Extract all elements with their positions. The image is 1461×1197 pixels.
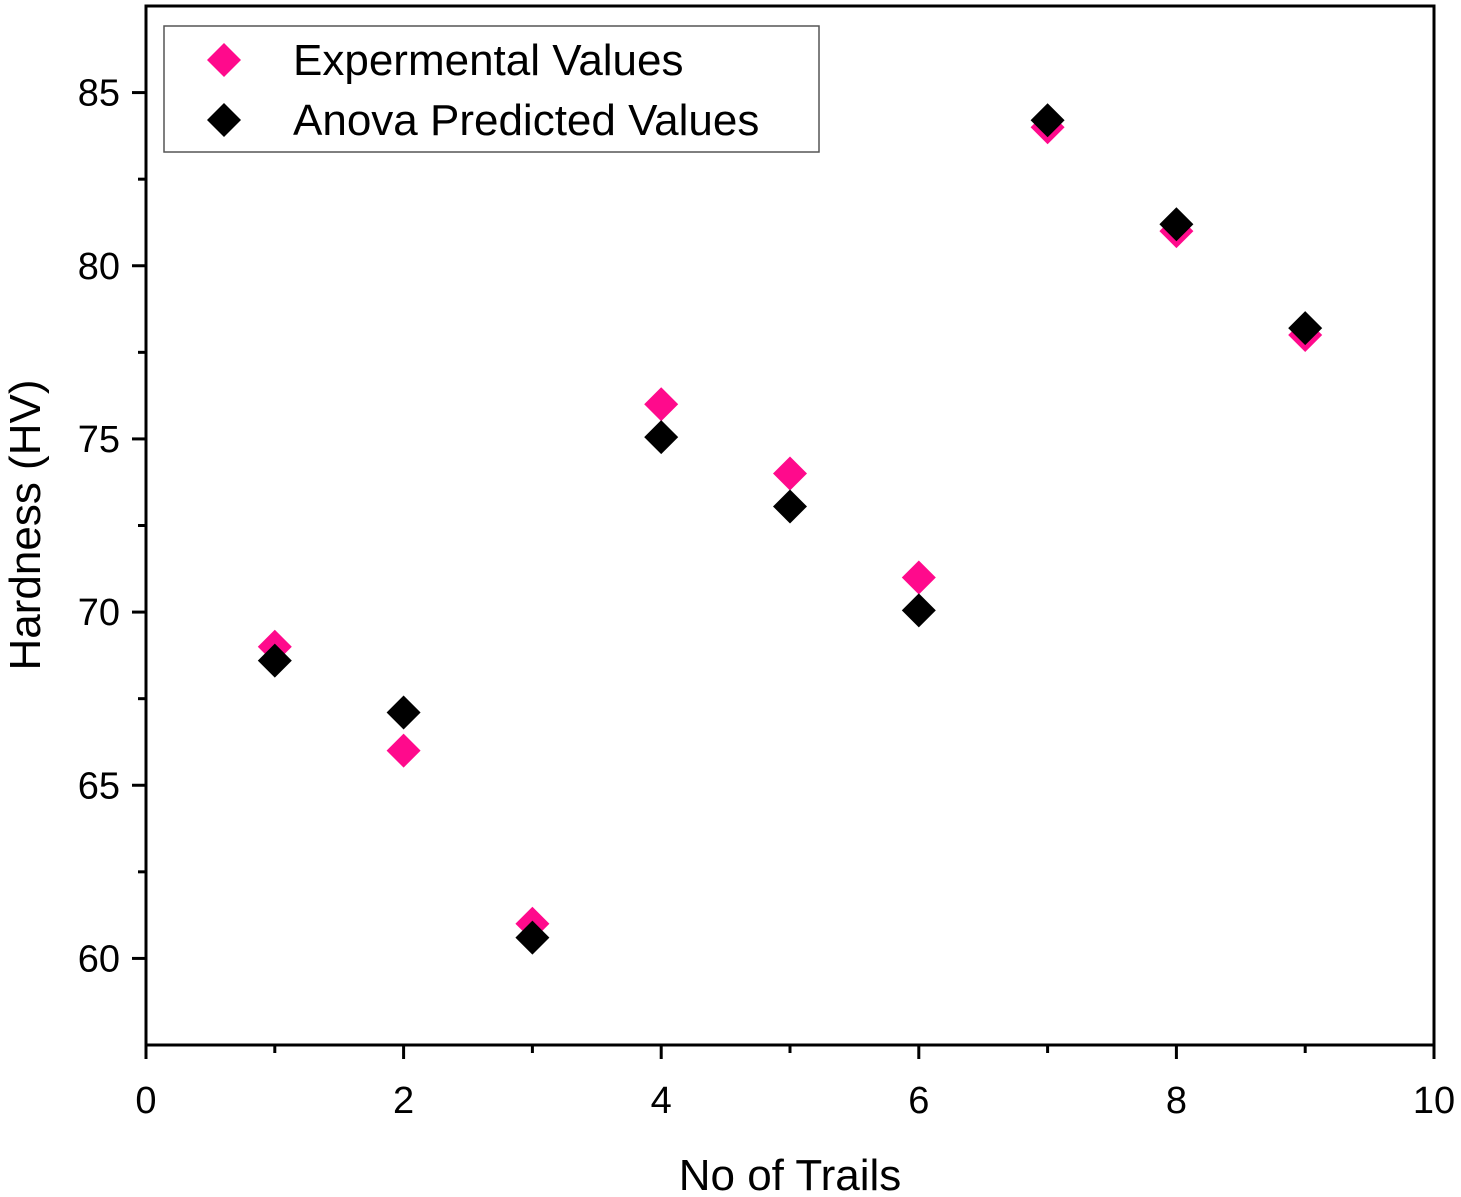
axes: 0 2 4 6 8 10 60 65 70 75 80 85 <box>78 73 1455 1122</box>
y-tick-label: 80 <box>78 246 120 288</box>
legend-marker <box>207 43 241 77</box>
data-point <box>515 920 550 955</box>
y-tick-label: 60 <box>78 938 120 980</box>
data-point <box>644 420 679 455</box>
legend-box <box>163 25 820 153</box>
data-point <box>901 593 936 628</box>
series-anova-predicted-values <box>257 103 1323 955</box>
y-axis-title: Hardness (HV) <box>1 380 50 671</box>
data-point <box>644 387 679 422</box>
data-point <box>1030 103 1065 138</box>
x-tick-label: 8 <box>1166 1080 1187 1122</box>
data-point <box>1288 311 1323 346</box>
data-point <box>901 560 936 595</box>
legend-marker <box>207 103 241 137</box>
data-marks <box>257 103 1323 955</box>
x-tick-label: 0 <box>135 1080 156 1122</box>
plot-frame <box>144 4 1436 1047</box>
x-tick-label: 10 <box>1413 1080 1455 1122</box>
y-tick-label: 70 <box>78 592 120 634</box>
series-expermental-values <box>257 110 1323 941</box>
data-point <box>773 489 807 524</box>
legend: Expermental Values Anova Predicted Values <box>163 25 820 153</box>
data-point <box>386 733 421 768</box>
y-tick-label: 85 <box>78 73 120 115</box>
data-point <box>386 695 421 730</box>
legend-label: Anova Predicted Values <box>293 96 759 145</box>
x-tick-label: 2 <box>393 1080 414 1122</box>
data-point <box>1159 207 1194 242</box>
x-axis-title: No of Trails <box>679 1151 902 1197</box>
legend-label: Expermental Values <box>293 36 684 85</box>
data-point <box>773 456 807 491</box>
x-tick-label: 4 <box>651 1080 672 1122</box>
y-tick-label: 75 <box>78 419 120 461</box>
x-tick-label: 6 <box>908 1080 929 1122</box>
y-tick-label: 65 <box>78 765 120 807</box>
data-point <box>257 643 292 678</box>
